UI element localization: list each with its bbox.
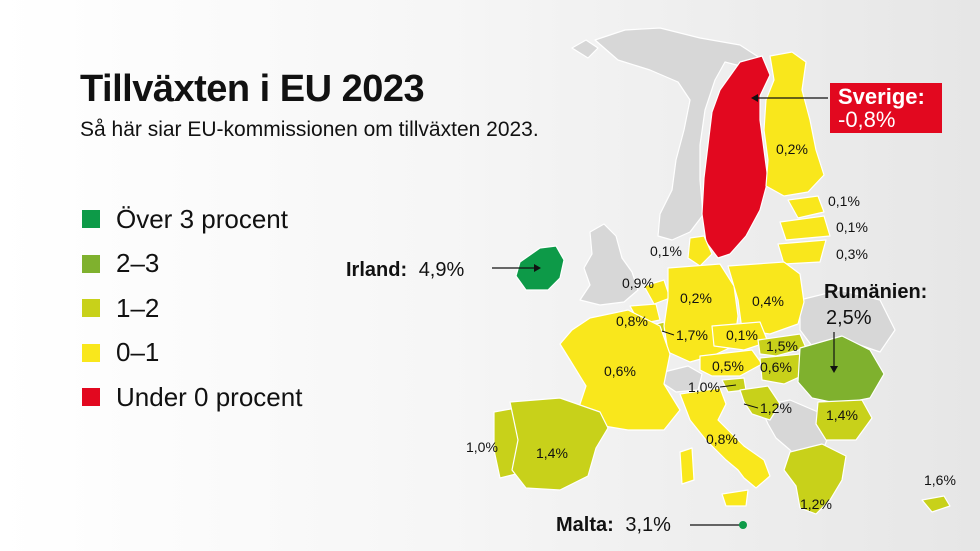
callout-malta: Malta: 3,1% xyxy=(556,514,671,536)
region-sweden xyxy=(701,55,771,259)
callout-irland-name: Irland: xyxy=(346,259,407,281)
value-slovenia: 1,0% xyxy=(688,379,720,395)
legend-item-1-2: 1–2 xyxy=(82,286,302,331)
region-croatia xyxy=(739,385,781,421)
value-croatia: 1,2% xyxy=(760,400,792,416)
region-sardinia xyxy=(679,447,695,485)
arrowhead-sverige xyxy=(751,94,758,102)
legend-item-2-3: 2–3 xyxy=(82,242,302,287)
value-spain: 1,4% xyxy=(536,445,568,461)
value-bulgaria: 1,4% xyxy=(826,407,858,423)
legend-swatch xyxy=(82,388,100,407)
legend-swatch xyxy=(82,254,100,273)
region-estonia xyxy=(787,195,825,219)
value-estonia: 0,1% xyxy=(828,193,860,209)
value-netherlands: 0,9% xyxy=(622,275,654,291)
callout-sverige-box xyxy=(830,83,942,133)
region-denmark xyxy=(687,235,713,267)
arrow-slovenia xyxy=(719,384,737,388)
region-austria xyxy=(699,349,763,377)
region-iceland-gap xyxy=(571,39,599,59)
callout-malta-value: 3,1% xyxy=(625,514,671,536)
value-greece: 1,2% xyxy=(800,496,832,512)
arrowhead-irland xyxy=(534,264,541,272)
callout-malta-name: Malta: xyxy=(556,514,614,536)
legend-swatch xyxy=(82,210,100,229)
value-slovakia: 1,5% xyxy=(766,338,798,354)
malta-dot xyxy=(739,521,747,529)
value-belgium: 0,8% xyxy=(616,313,648,329)
region-czechia xyxy=(711,321,769,351)
legend-label: Över 3 procent xyxy=(116,203,288,234)
region-poland xyxy=(727,261,805,335)
legend-item-over-3: Över 3 procent xyxy=(82,197,302,242)
legend-label: Under 0 procent xyxy=(116,381,303,412)
region-greece xyxy=(783,443,847,515)
region-uk xyxy=(579,223,639,306)
region-bulgaria xyxy=(815,399,873,441)
region-italy xyxy=(679,387,771,489)
legend-label: 2–3 xyxy=(116,248,160,279)
region-cyprus xyxy=(921,495,951,513)
callout-sverige-name: Sverige: xyxy=(838,84,925,109)
value-lithuania: 0,3% xyxy=(836,246,868,262)
value-finland: 0,2% xyxy=(776,141,808,157)
arrow-croatia xyxy=(743,403,759,409)
legend: Över 3 procent 2–3 1–2 0–1 Under 0 proce… xyxy=(82,197,302,420)
page-title: Tillväxten i EU 2023 xyxy=(80,68,425,110)
value-portugal: 1,0% xyxy=(466,439,498,455)
value-luxembourg: 1,7% xyxy=(676,327,708,343)
region-slovakia xyxy=(757,333,807,357)
region-sicily xyxy=(721,489,749,507)
region-belarus-ukraine xyxy=(799,289,896,353)
callout-rumanien-value: 2,5% xyxy=(826,307,872,329)
value-germany: 0,2% xyxy=(680,290,712,306)
page-subtitle: Så här siar EU-kommissionen om tillväxte… xyxy=(80,118,539,141)
region-hungary xyxy=(759,353,807,385)
region-latvia xyxy=(779,215,831,241)
legend-swatch xyxy=(82,343,100,362)
region-spain xyxy=(509,397,609,491)
legend-label: 0–1 xyxy=(116,337,160,368)
region-france xyxy=(559,309,681,431)
callout-sverige-value: -0,8% xyxy=(838,107,896,132)
region-lithuania xyxy=(777,239,827,265)
legend-swatch xyxy=(82,299,100,318)
value-cyprus: 1,6% xyxy=(924,472,956,488)
legend-item-0-1: 0–1 xyxy=(82,331,302,376)
callout-irland: Irland: 4,9% xyxy=(346,259,464,281)
callout-irland-value: 4,9% xyxy=(419,259,465,281)
value-france: 0,6% xyxy=(604,363,636,379)
value-czechia: 0,1% xyxy=(726,327,758,343)
region-finland xyxy=(763,51,825,197)
value-denmark: 0,1% xyxy=(650,243,682,259)
value-latvia: 0,1% xyxy=(836,219,868,235)
legend-label: 1–2 xyxy=(116,292,160,323)
value-poland: 0,4% xyxy=(752,293,784,309)
value-austria: 0,5% xyxy=(712,358,744,374)
value-italy: 0,8% xyxy=(706,431,738,447)
value-hungary: 0,6% xyxy=(760,359,792,375)
region-romania xyxy=(797,335,885,405)
callout-rumanien-name: Rumänien: xyxy=(824,281,927,303)
arrowhead-rumanien xyxy=(830,366,838,373)
arrow-luxembourg xyxy=(661,330,675,336)
legend-item-under-0: Under 0 procent xyxy=(82,375,302,420)
